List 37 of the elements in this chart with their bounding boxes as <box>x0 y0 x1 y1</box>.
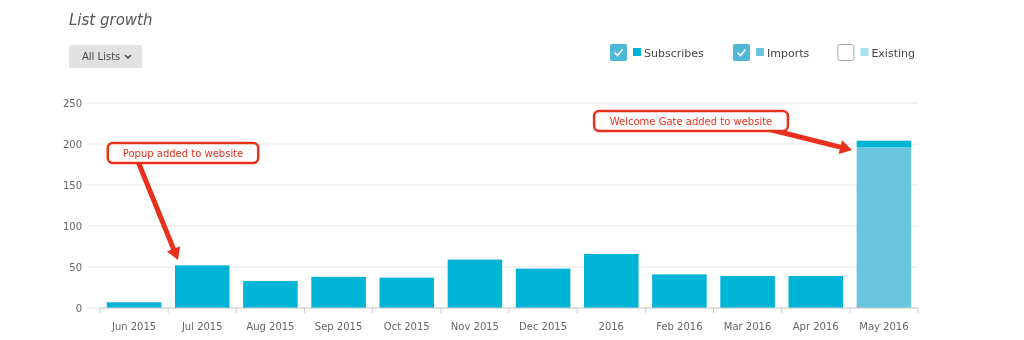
annotation: Welcome Gate added to website <box>609 116 773 127</box>
bar <box>856 140 912 148</box>
bar <box>788 276 844 308</box>
y-tick-label: 150 <box>62 180 82 191</box>
x-tick-label: Jul 2015 <box>180 321 223 332</box>
bar <box>174 265 230 308</box>
x-tick-label: Dec 2015 <box>519 321 568 332</box>
x-tick-label: Nov 2015 <box>450 321 499 332</box>
x-tick-label: Feb 2016 <box>656 321 703 332</box>
x-tick-label: Jun 2015 <box>110 321 157 332</box>
bar <box>379 277 435 308</box>
annotation: Popup added to website <box>122 148 244 159</box>
bar <box>583 253 639 308</box>
x-tick-label: Mar 2016 <box>723 321 772 332</box>
x-tick-label: Aug 2015 <box>246 321 295 332</box>
y-tick-label: 250 <box>62 98 82 109</box>
x-tick-label: Sep 2015 <box>314 321 363 332</box>
chart-title: List growth <box>69 11 153 29</box>
y-tick-label: 50 <box>69 262 82 273</box>
x-tick-label: 2016 <box>598 321 624 332</box>
y-tick-label: 200 <box>62 139 82 150</box>
bar <box>515 268 571 308</box>
x-tick-label: Oct 2015 <box>383 321 430 332</box>
legend-label: Existing <box>871 47 915 60</box>
x-tick-label: May 2016 <box>859 321 909 332</box>
bar <box>243 280 298 308</box>
bar <box>720 276 775 308</box>
legend-label: Imports <box>767 47 810 60</box>
bar <box>856 147 912 308</box>
legend-label: Subscribes <box>644 47 705 60</box>
bar <box>311 276 366 308</box>
x-tick-label: Apr 2016 <box>792 321 839 332</box>
y-tick-label: 0 <box>75 303 82 314</box>
bar <box>447 259 503 308</box>
y-tick-label: 100 <box>62 221 82 232</box>
bar <box>652 274 707 308</box>
text: All Lists <box>82 51 121 62</box>
